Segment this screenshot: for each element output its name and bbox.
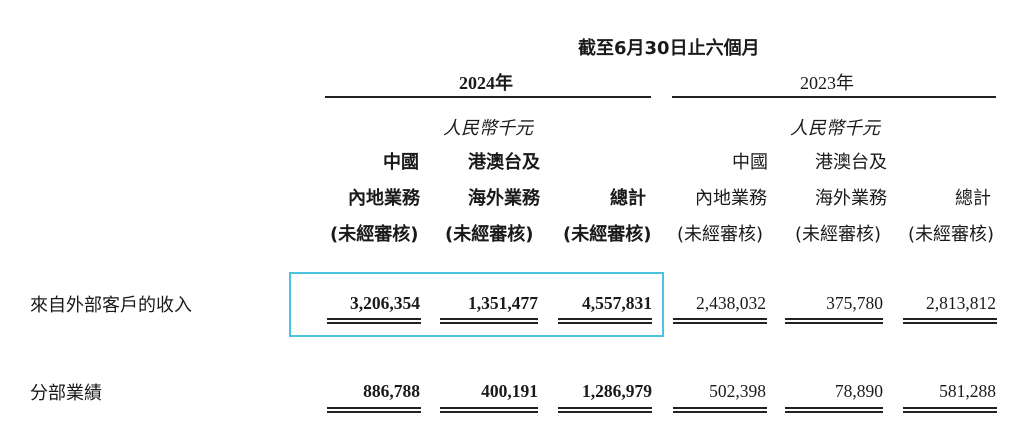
revenue-2023-total: 2,813,812 xyxy=(926,293,996,313)
col4-line3: (未經審核) xyxy=(677,224,764,245)
col6-line3: (未經審核) xyxy=(908,224,995,245)
year-2024-rule xyxy=(325,96,651,98)
revenue-2023-overseas: 375,780 xyxy=(826,293,883,313)
col2-line1: 港澳台及 xyxy=(468,152,540,173)
segment-underline xyxy=(903,407,997,413)
segment-2023-mainland: 502,398 xyxy=(709,381,766,401)
segment-underline xyxy=(785,407,883,413)
revenue-2024-total: 4,557,831 xyxy=(582,293,652,313)
col5-line3: (未經審核) xyxy=(795,224,882,245)
period-header: 截至6月30日止六個月 xyxy=(578,38,760,59)
revenue-2023-mainland: 2,438,032 xyxy=(696,293,766,313)
revenue-2024-mainland: 3,206,354 xyxy=(350,293,420,313)
col1-line3: (未經審核) xyxy=(330,224,419,245)
segment-underline xyxy=(327,407,421,413)
revenue-underline xyxy=(673,318,767,324)
revenue-2024-overseas: 1,351,477 xyxy=(468,293,538,313)
revenue-underline xyxy=(903,318,997,324)
segment-underline xyxy=(558,407,652,413)
revenue-underline xyxy=(785,318,883,324)
revenue-underline xyxy=(327,318,421,324)
col4-line1: 中國 xyxy=(732,152,768,173)
row-label-revenue: 來自外部客戶的收入 xyxy=(30,295,192,316)
col1-line1: 中國 xyxy=(383,152,419,173)
col5-line1: 港澳台及 xyxy=(815,152,887,173)
year-2023-rule xyxy=(672,96,996,98)
segment-2023-total: 581,288 xyxy=(939,381,996,401)
segment-underline xyxy=(440,407,538,413)
segment-2024-overseas: 400,191 xyxy=(481,381,538,401)
col1-line2: 內地業務 xyxy=(348,188,420,209)
col3-line3: (未經審核) xyxy=(563,224,652,245)
col2-line3: (未經審核) xyxy=(445,224,534,245)
currency-2024: 人民幣千元 xyxy=(443,118,533,139)
segment-2024-mainland: 886,788 xyxy=(363,381,420,401)
revenue-underline xyxy=(440,318,538,324)
segment-underline xyxy=(673,407,767,413)
year-2024-header: 2024年 xyxy=(459,73,513,93)
col4-line2: 內地業務 xyxy=(695,188,767,209)
segment-2024-total: 1,286,979 xyxy=(582,381,652,401)
year-2023-header: 2023年 xyxy=(800,73,854,93)
col3-line2: 總計 xyxy=(610,188,646,209)
col5-line2: 海外業務 xyxy=(815,188,887,209)
col2-line2: 海外業務 xyxy=(468,188,540,209)
revenue-underline xyxy=(558,318,652,324)
row-label-segment-results: 分部業績 xyxy=(30,383,102,404)
highlight-box xyxy=(289,272,664,337)
currency-2023: 人民幣千元 xyxy=(790,118,880,139)
col6-line2: 總計 xyxy=(955,188,991,209)
segment-2023-overseas: 78,890 xyxy=(834,381,883,401)
